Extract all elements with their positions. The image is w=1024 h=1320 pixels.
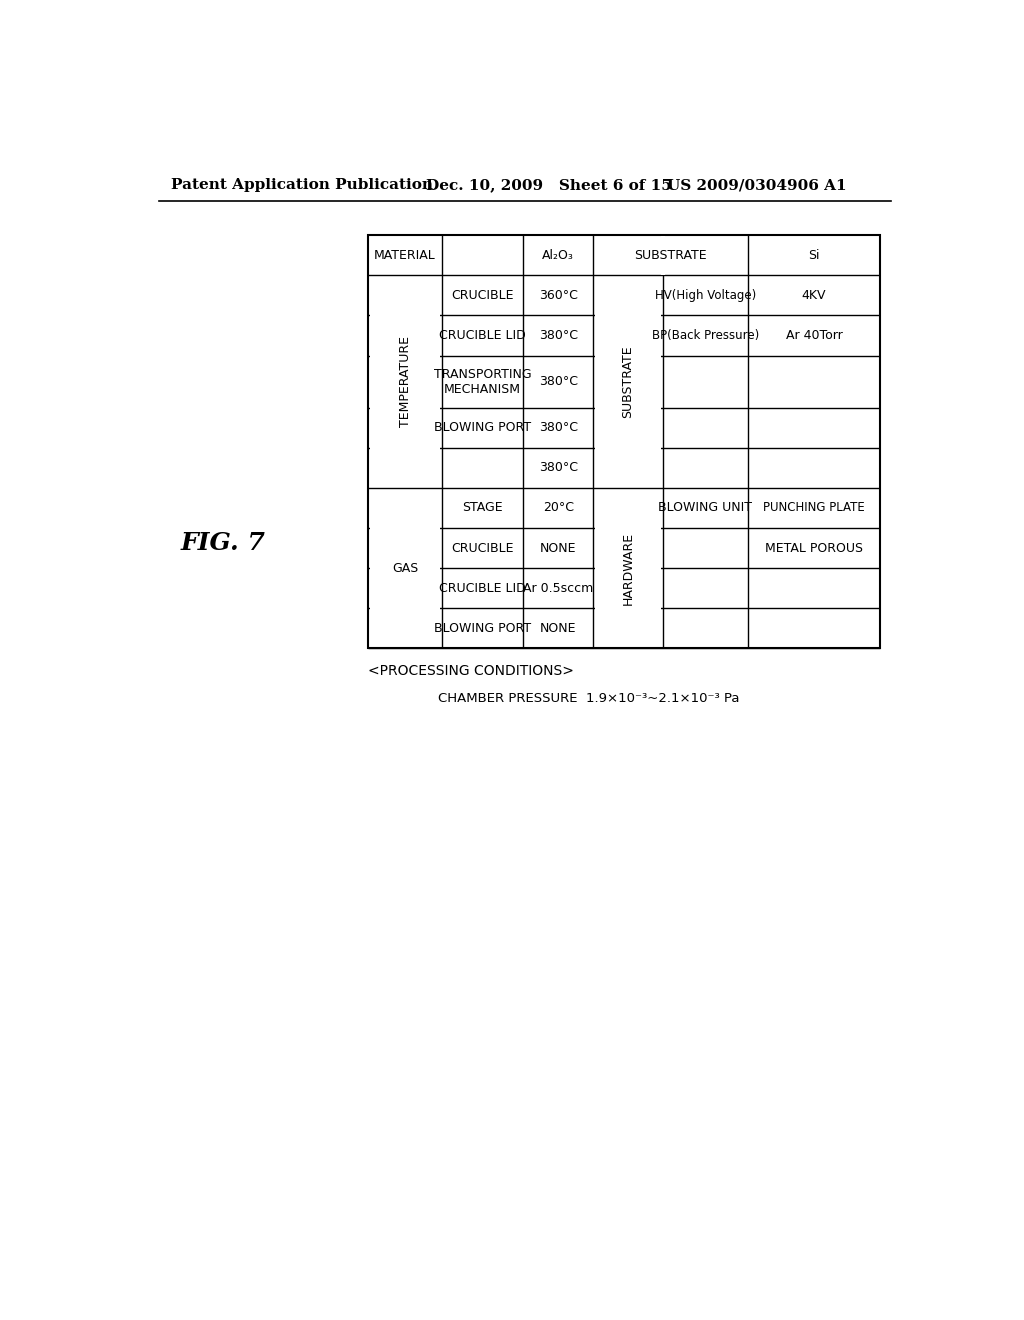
Text: MATERIAL: MATERIAL	[374, 249, 436, 261]
Text: PUNCHING PLATE: PUNCHING PLATE	[763, 502, 864, 515]
Text: BLOWING PORT: BLOWING PORT	[434, 622, 531, 635]
Text: 20°C: 20°C	[543, 502, 573, 515]
Text: NONE: NONE	[540, 541, 577, 554]
Text: METAL POROUS: METAL POROUS	[765, 541, 863, 554]
Text: HV(High Voltage): HV(High Voltage)	[654, 289, 756, 302]
Text: FIG. 7: FIG. 7	[180, 532, 265, 556]
Text: TRANSPORTING
MECHANISM: TRANSPORTING MECHANISM	[434, 368, 531, 396]
Text: 380°C: 380°C	[539, 421, 578, 434]
Text: CRUCIBLE: CRUCIBLE	[452, 289, 514, 302]
Text: TEMPERATURE: TEMPERATURE	[398, 337, 412, 428]
Text: BLOWING UNIT: BLOWING UNIT	[658, 502, 753, 515]
Text: US 2009/0304906 A1: US 2009/0304906 A1	[667, 178, 846, 193]
Text: <PROCESSING CONDITIONS>: <PROCESSING CONDITIONS>	[369, 664, 574, 678]
Text: Dec. 10, 2009   Sheet 6 of 15: Dec. 10, 2009 Sheet 6 of 15	[426, 178, 672, 193]
Text: Al₂O₃: Al₂O₃	[542, 249, 574, 261]
Text: SUBSTRATE: SUBSTRATE	[634, 249, 707, 261]
Text: NONE: NONE	[540, 622, 577, 635]
Text: STAGE: STAGE	[462, 502, 503, 515]
Text: CHAMBER PRESSURE  1.9×10⁻³~2.1×10⁻³ Pa: CHAMBER PRESSURE 1.9×10⁻³~2.1×10⁻³ Pa	[438, 692, 739, 705]
Text: 380°C: 380°C	[539, 375, 578, 388]
Text: BP(Back Pressure): BP(Back Pressure)	[651, 329, 759, 342]
Text: Si: Si	[808, 249, 819, 261]
Text: 4KV: 4KV	[802, 289, 826, 302]
Text: GAS: GAS	[392, 561, 418, 574]
Text: CRUCIBLE LID: CRUCIBLE LID	[439, 329, 526, 342]
Text: CRUCIBLE LID: CRUCIBLE LID	[439, 582, 526, 594]
Text: BLOWING PORT: BLOWING PORT	[434, 421, 531, 434]
Text: 380°C: 380°C	[539, 462, 578, 474]
Text: 380°C: 380°C	[539, 329, 578, 342]
Text: Ar 0.5sccm: Ar 0.5sccm	[523, 582, 593, 594]
Text: Patent Application Publication: Patent Application Publication	[171, 178, 432, 193]
Text: 360°C: 360°C	[539, 289, 578, 302]
Text: Ar 40Torr: Ar 40Torr	[785, 329, 843, 342]
Text: HARDWARE: HARDWARE	[622, 532, 635, 605]
Bar	[369, 235, 880, 648]
Text: SUBSTRATE: SUBSTRATE	[622, 346, 635, 418]
Text: CRUCIBLE: CRUCIBLE	[452, 541, 514, 554]
